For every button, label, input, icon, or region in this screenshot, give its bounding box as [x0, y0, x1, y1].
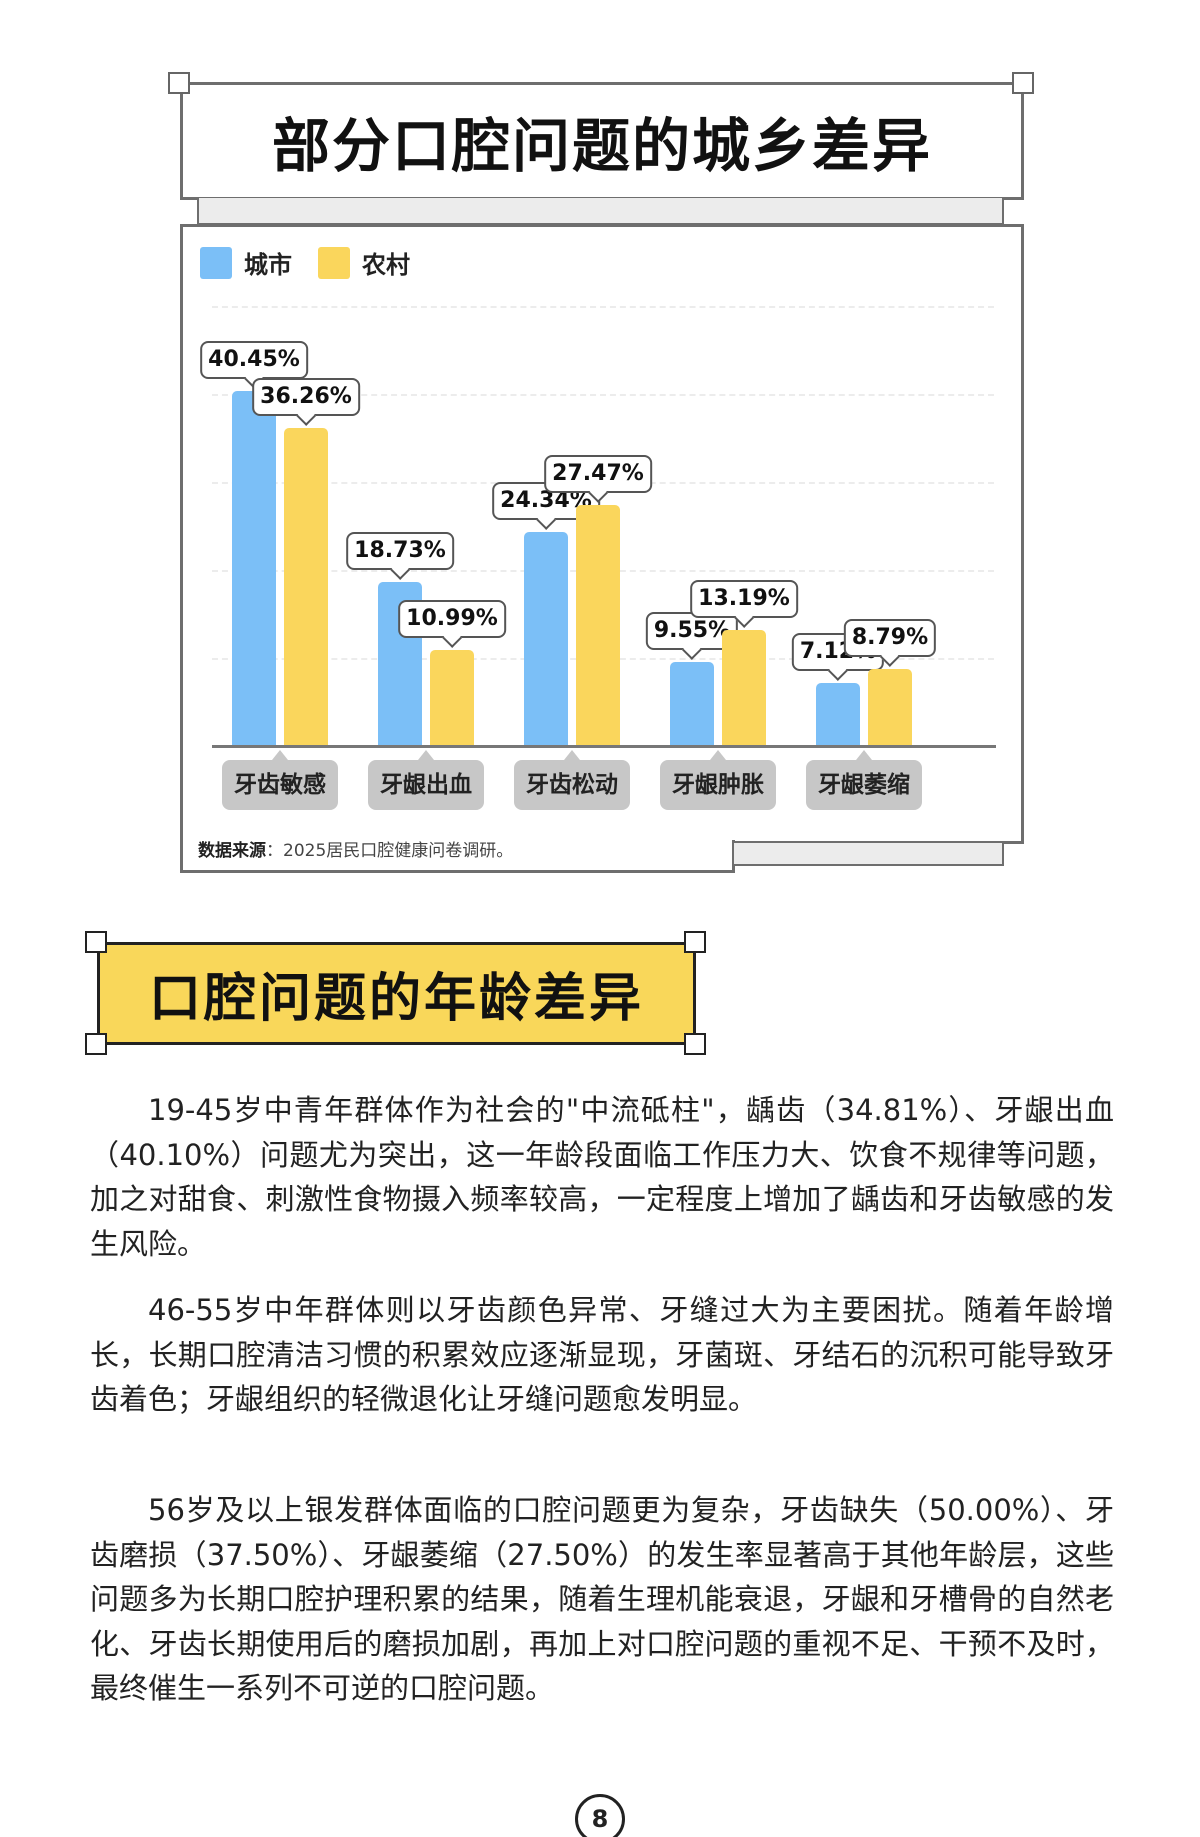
- bar-rural-4: [722, 630, 766, 746]
- chart-panel-edge: [732, 841, 1024, 844]
- corner-handle-icon: [684, 1033, 706, 1055]
- section-title: 口腔问题的年龄差异: [148, 969, 644, 1029]
- category-label: 牙龈萎缩: [806, 760, 922, 810]
- category-label: 牙龈出血: [368, 760, 484, 810]
- value-label: 13.19%: [690, 580, 798, 619]
- corner-handle-icon: [168, 72, 190, 94]
- corner-handle-icon: [684, 931, 706, 953]
- x-axis: [212, 745, 996, 748]
- chart-title-box: 部分口腔问题的城乡差异: [180, 82, 1024, 200]
- decorative-strip: [197, 198, 1004, 225]
- gridline: [212, 394, 994, 396]
- value-label: 36.26%: [252, 377, 360, 416]
- chart-title: 部分口腔问题的城乡差异: [271, 112, 932, 180]
- paragraph-youth: 19-45岁中青年群体作为社会的"中流砥柱"，龋齿（34.81%）、牙龈出血（4…: [90, 1093, 1114, 1261]
- gridline: [212, 306, 994, 308]
- paragraph-middle-age: 46-55岁中年群体则以牙齿颜色异常、牙缝过大为主要困扰。随着年龄增长，长期口腔…: [90, 1293, 1114, 1416]
- category-label: 牙齿松动: [514, 760, 630, 810]
- value-label: 27.47%: [544, 454, 652, 493]
- paragraph-senior: 56岁及以上银发群体面临的口腔问题更为复杂，牙齿缺失（50.00%）、牙齿磨损（…: [90, 1493, 1114, 1705]
- decorative-strip: [732, 843, 1004, 866]
- bar-rural-3: [576, 504, 620, 746]
- bar-rural-2: [430, 649, 474, 746]
- chart-panel-bottom: [180, 840, 735, 873]
- source-text: ：2025居民口腔健康问卷调研。: [266, 841, 514, 861]
- legend-swatch-rural: [318, 246, 350, 279]
- data-source: 数据来源：2025居民口腔健康问卷调研。: [198, 836, 513, 861]
- legend-label-city: 城市: [244, 251, 292, 279]
- value-label: 40.45%: [200, 340, 308, 379]
- chart-legend: 城市 农村: [200, 245, 436, 280]
- legend-swatch-city: [200, 246, 232, 279]
- section-title-box: 口腔问题的年龄差异: [97, 942, 696, 1045]
- source-label: 数据来源: [198, 841, 266, 861]
- value-label: 8.79%: [843, 618, 937, 657]
- legend-label-rural: 农村: [362, 251, 410, 279]
- value-label: 18.73%: [346, 531, 454, 570]
- page-number: 8: [575, 1794, 625, 1837]
- corner-handle-icon: [85, 1033, 107, 1055]
- bar-rural-5: [868, 668, 912, 746]
- bar-city-3: [524, 532, 568, 746]
- bar-city-5: [816, 683, 860, 746]
- corner-handle-icon: [1012, 72, 1034, 94]
- category-label: 牙龈肿胀: [660, 760, 776, 810]
- bar-rural-1: [284, 427, 328, 746]
- value-label: 10.99%: [398, 599, 506, 638]
- corner-handle-icon: [85, 931, 107, 953]
- category-label: 牙齿敏感: [222, 760, 338, 810]
- bar-city-4: [670, 662, 714, 746]
- bar-city-1: [232, 390, 276, 746]
